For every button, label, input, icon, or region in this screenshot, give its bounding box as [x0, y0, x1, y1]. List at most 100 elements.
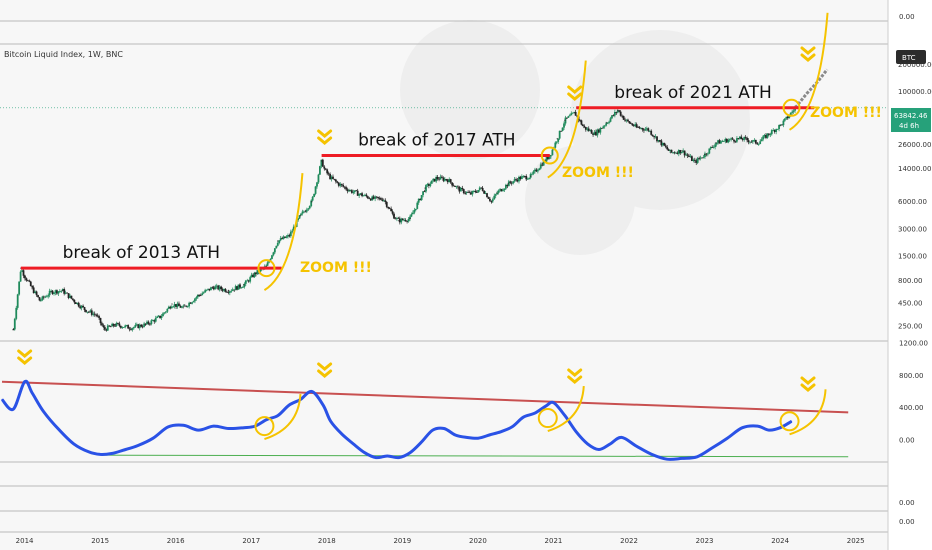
oscillator-data-point	[152, 437, 154, 439]
price-candle	[535, 169, 538, 172]
price-candle	[195, 297, 198, 299]
price-candle	[319, 166, 321, 175]
price-candle	[359, 193, 362, 195]
oscillator-data-point	[243, 427, 245, 429]
price-candle	[648, 130, 651, 132]
price-candle	[51, 290, 54, 294]
x-tick-label: 2021	[545, 537, 563, 545]
price-candle	[615, 112, 618, 113]
price-candle	[273, 248, 276, 253]
oscillator-data-point	[636, 445, 638, 447]
price-candle	[179, 305, 182, 308]
price-candle	[48, 290, 51, 296]
price-pane[interactable]: break of 2013 ATH break of 2017 ATH break …	[0, 12, 888, 332]
price-candle	[547, 156, 549, 160]
price-candle	[189, 302, 192, 304]
side-pane-label: 0.00	[899, 518, 915, 526]
x-tick-label: 2019	[393, 537, 411, 545]
price-candle	[725, 139, 728, 143]
price-candle	[54, 290, 57, 293]
price-data-point	[409, 217, 411, 220]
price-candle	[112, 323, 115, 326]
price-candle	[381, 199, 384, 202]
price-candle	[361, 193, 363, 196]
price-candle	[613, 112, 616, 116]
price-candle	[323, 166, 326, 169]
price-candle	[778, 125, 780, 130]
price-candle	[473, 190, 475, 192]
price-data-point	[435, 177, 438, 179]
price-candle	[240, 287, 243, 289]
oscillator-data-point	[564, 415, 566, 417]
price-candle	[334, 179, 337, 182]
chevron-marker	[567, 92, 583, 101]
price-candle	[692, 159, 695, 161]
oscillator-data-point	[364, 452, 366, 454]
price-candle	[451, 182, 454, 186]
price-data-point	[507, 182, 510, 185]
price-candle	[127, 325, 130, 329]
price-candle	[631, 123, 634, 126]
price-candle	[525, 176, 528, 180]
price-candle	[596, 129, 599, 136]
price-candle	[128, 328, 131, 330]
price-candle	[711, 147, 714, 148]
price-candle	[72, 298, 74, 300]
oscillator-data-point	[726, 437, 728, 439]
price-data-point	[624, 119, 627, 122]
price-candle	[679, 150, 682, 154]
oscillator-data-point	[779, 427, 781, 429]
price-candle	[776, 129, 779, 130]
price-data-point	[616, 109, 619, 112]
oscillator-data-point	[99, 453, 101, 455]
price-candle	[157, 315, 160, 317]
price-candle	[76, 302, 79, 304]
price-candle	[266, 262, 269, 266]
oscillator-data-point	[409, 452, 411, 454]
price-candle	[89, 310, 92, 312]
oscillator-data-point	[420, 441, 422, 443]
price-candle	[720, 141, 722, 144]
price-candle	[221, 289, 224, 291]
price-candle	[611, 115, 613, 119]
price-candle	[667, 149, 670, 151]
price-candle	[303, 211, 305, 213]
price-candle	[753, 139, 756, 141]
price-data-point	[768, 132, 770, 135]
price-candle	[752, 140, 754, 142]
price-candle	[650, 130, 653, 135]
price-candle	[622, 115, 625, 120]
zoom-arc	[547, 385, 585, 432]
symbol-badge[interactable]: BTC	[896, 50, 926, 64]
price-candle	[489, 198, 491, 201]
oscillator-data-point	[598, 448, 600, 451]
price-candle	[18, 281, 21, 295]
price-candle	[101, 323, 103, 326]
last-price-countdown: 4d 6h	[899, 122, 919, 130]
oscillator-data-point	[88, 451, 90, 453]
price-candle	[486, 193, 488, 198]
price-candle	[506, 184, 509, 187]
oscillator-pane[interactable]	[0, 349, 849, 461]
price-candle	[592, 133, 594, 135]
x-tick-label: 2025	[847, 537, 865, 545]
price-candle	[205, 289, 208, 291]
price-candle	[366, 196, 369, 199]
price-candle	[403, 219, 406, 221]
price-candle	[433, 178, 436, 182]
oscillator-data-point	[620, 436, 623, 439]
price-candle	[22, 270, 25, 276]
price-candle	[214, 286, 217, 290]
price-candle	[656, 136, 658, 142]
price-data-point	[320, 160, 323, 162]
price-candle	[426, 184, 429, 186]
oscillator-data-point	[122, 449, 124, 451]
price-candle	[119, 325, 122, 328]
price-candle	[516, 179, 519, 182]
price-data-point	[360, 193, 362, 196]
price-candle	[90, 310, 93, 315]
price-candle	[239, 284, 241, 288]
price-candle	[321, 159, 324, 167]
